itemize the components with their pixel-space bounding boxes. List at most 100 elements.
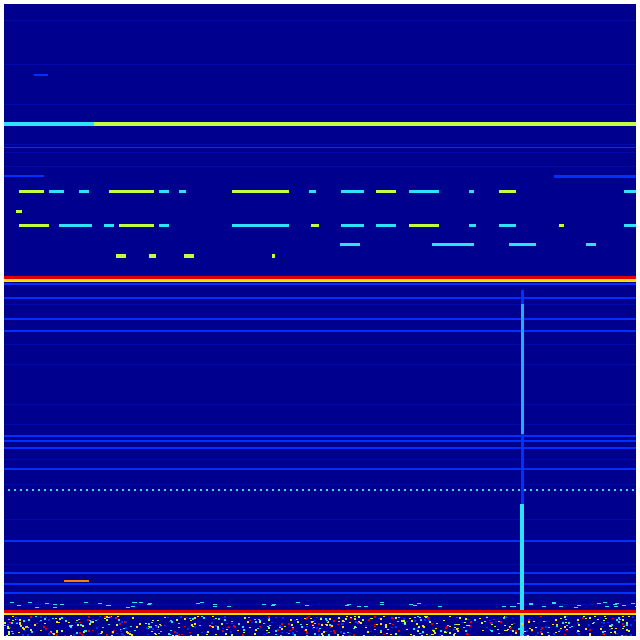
noise-speck xyxy=(387,629,389,630)
noise-speck xyxy=(28,602,32,603)
noise-speck xyxy=(147,627,149,628)
noise-speck xyxy=(323,631,325,632)
noise-speck xyxy=(503,618,505,619)
dotted-band xyxy=(74,489,76,491)
noise-speck xyxy=(589,635,591,636)
noise-speck xyxy=(101,631,103,633)
noise-speck xyxy=(292,633,294,635)
dashed-band xyxy=(586,243,596,246)
noise-speck xyxy=(16,622,18,623)
noise-speck xyxy=(447,625,449,626)
dashed-band xyxy=(79,190,89,193)
noise-speck xyxy=(254,619,256,620)
noise-speck xyxy=(156,626,158,628)
noise-speck xyxy=(577,622,579,624)
dot-band xyxy=(16,210,22,213)
noise-speck xyxy=(154,633,156,634)
noise-speck xyxy=(560,628,562,629)
dotted-band xyxy=(140,489,142,491)
noise-speck xyxy=(417,616,419,617)
noise-speck xyxy=(109,616,111,618)
noise-speck xyxy=(512,618,514,619)
noise-speck xyxy=(386,633,388,634)
noise-speck xyxy=(552,602,556,603)
noise-speck xyxy=(624,625,626,626)
noise-speck xyxy=(92,630,94,631)
noise-speck xyxy=(429,635,431,636)
noise-speck xyxy=(320,617,322,618)
dotted-band xyxy=(434,489,436,491)
noise-speck xyxy=(49,632,51,633)
noise-speck xyxy=(616,619,618,621)
noise-speck xyxy=(306,631,308,632)
noise-speck xyxy=(123,635,125,636)
noise-speck xyxy=(542,606,546,607)
noise-speck xyxy=(221,623,223,625)
noise-speck xyxy=(30,629,32,631)
noise-speck xyxy=(292,628,294,630)
dotted-band xyxy=(314,489,316,491)
noise-speck xyxy=(466,633,468,635)
noise-speck xyxy=(619,619,621,620)
dashed-band xyxy=(311,224,319,227)
noise-speck xyxy=(614,606,618,607)
noise-speck xyxy=(196,603,200,604)
dotted-band xyxy=(182,489,184,491)
noise-speck xyxy=(585,628,587,630)
dotted-band xyxy=(206,489,208,491)
noise-speck xyxy=(289,630,291,631)
noise-speck xyxy=(73,634,75,636)
noise-speck xyxy=(147,634,149,635)
noise-speck xyxy=(310,618,312,619)
dotted-band xyxy=(416,489,418,491)
noise-speck xyxy=(582,617,584,619)
noise-speck xyxy=(383,616,385,617)
dotted-band xyxy=(110,489,112,491)
noise-speck xyxy=(406,621,408,622)
noise-speck xyxy=(172,635,174,636)
faint-band xyxy=(4,166,636,167)
noise-speck xyxy=(70,626,72,628)
noise-speck xyxy=(601,626,603,627)
noise-speck xyxy=(146,627,148,629)
noise-speck xyxy=(342,635,344,636)
dashed-band xyxy=(159,224,169,227)
noise-speck xyxy=(296,631,298,632)
noise-speck xyxy=(314,623,316,624)
noise-speck xyxy=(92,621,94,623)
noise-speck xyxy=(189,632,191,633)
faint-band xyxy=(4,484,636,485)
noise-speck xyxy=(20,625,22,627)
noise-speck xyxy=(418,626,420,628)
noise-speck xyxy=(213,604,217,605)
noise-speck xyxy=(234,626,236,628)
noise-speck xyxy=(522,620,524,622)
dotted-band xyxy=(500,489,502,491)
noise-speck xyxy=(82,634,84,636)
noise-speck xyxy=(121,621,123,623)
noise-speck xyxy=(439,634,441,635)
noise-speck xyxy=(559,606,563,607)
dotted-band xyxy=(176,489,178,491)
noise-speck xyxy=(345,605,349,606)
noise-speck xyxy=(226,623,228,624)
dotted-band xyxy=(350,489,352,491)
dotted-band xyxy=(422,489,424,491)
dashed-band xyxy=(499,190,516,193)
noise-speck xyxy=(568,622,570,624)
dashed-band xyxy=(179,190,186,193)
noise-speck xyxy=(64,635,66,636)
noise-speck xyxy=(164,617,166,618)
noise-speck xyxy=(417,630,419,632)
noise-speck xyxy=(632,616,634,618)
blue-band xyxy=(4,440,636,442)
noise-speck xyxy=(27,634,29,636)
noise-speck xyxy=(616,633,618,634)
noise-speck xyxy=(603,620,605,621)
noise-speck xyxy=(127,632,129,634)
noise-speck xyxy=(432,630,434,631)
noise-speck xyxy=(421,633,423,634)
spectrogram-image xyxy=(4,4,636,636)
noise-speck xyxy=(404,623,406,625)
noise-speck xyxy=(279,625,281,627)
